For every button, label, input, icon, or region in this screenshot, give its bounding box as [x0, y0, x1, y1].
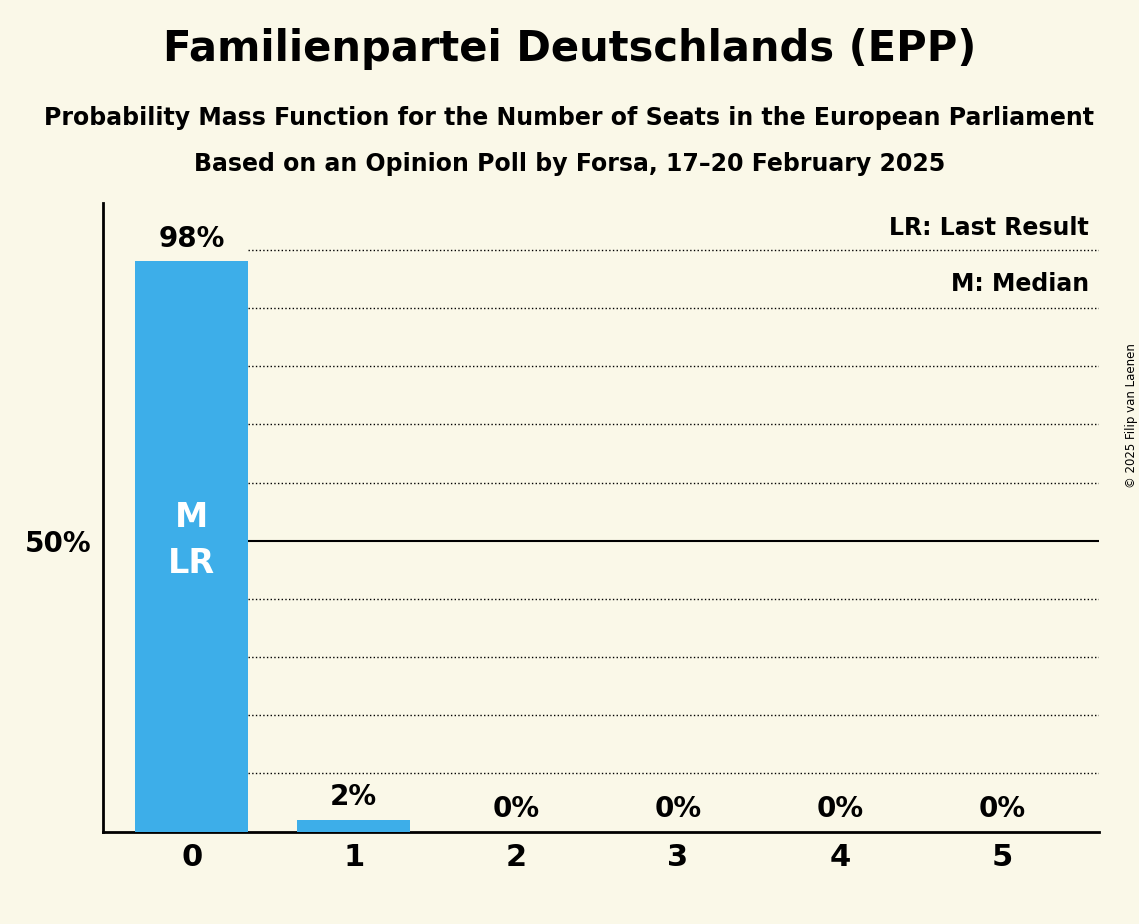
Text: 2%: 2% — [330, 784, 377, 811]
Text: 0%: 0% — [492, 795, 539, 823]
Text: Probability Mass Function for the Number of Seats in the European Parliament: Probability Mass Function for the Number… — [44, 106, 1095, 130]
Text: M
LR: M LR — [169, 501, 215, 580]
Text: Familienpartei Deutschlands (EPP): Familienpartei Deutschlands (EPP) — [163, 28, 976, 69]
Text: 0%: 0% — [978, 795, 1025, 823]
Text: 0%: 0% — [817, 795, 863, 823]
Text: 98%: 98% — [158, 225, 224, 253]
Text: Based on an Opinion Poll by Forsa, 17–20 February 2025: Based on an Opinion Poll by Forsa, 17–20… — [194, 152, 945, 176]
Text: © 2025 Filip van Laenen: © 2025 Filip van Laenen — [1124, 344, 1138, 488]
Text: LR: Last Result: LR: Last Result — [890, 216, 1089, 240]
Text: 0%: 0% — [654, 795, 702, 823]
Bar — [134, 261, 248, 832]
Text: M: Median: M: Median — [951, 273, 1089, 297]
Bar — [297, 820, 410, 832]
